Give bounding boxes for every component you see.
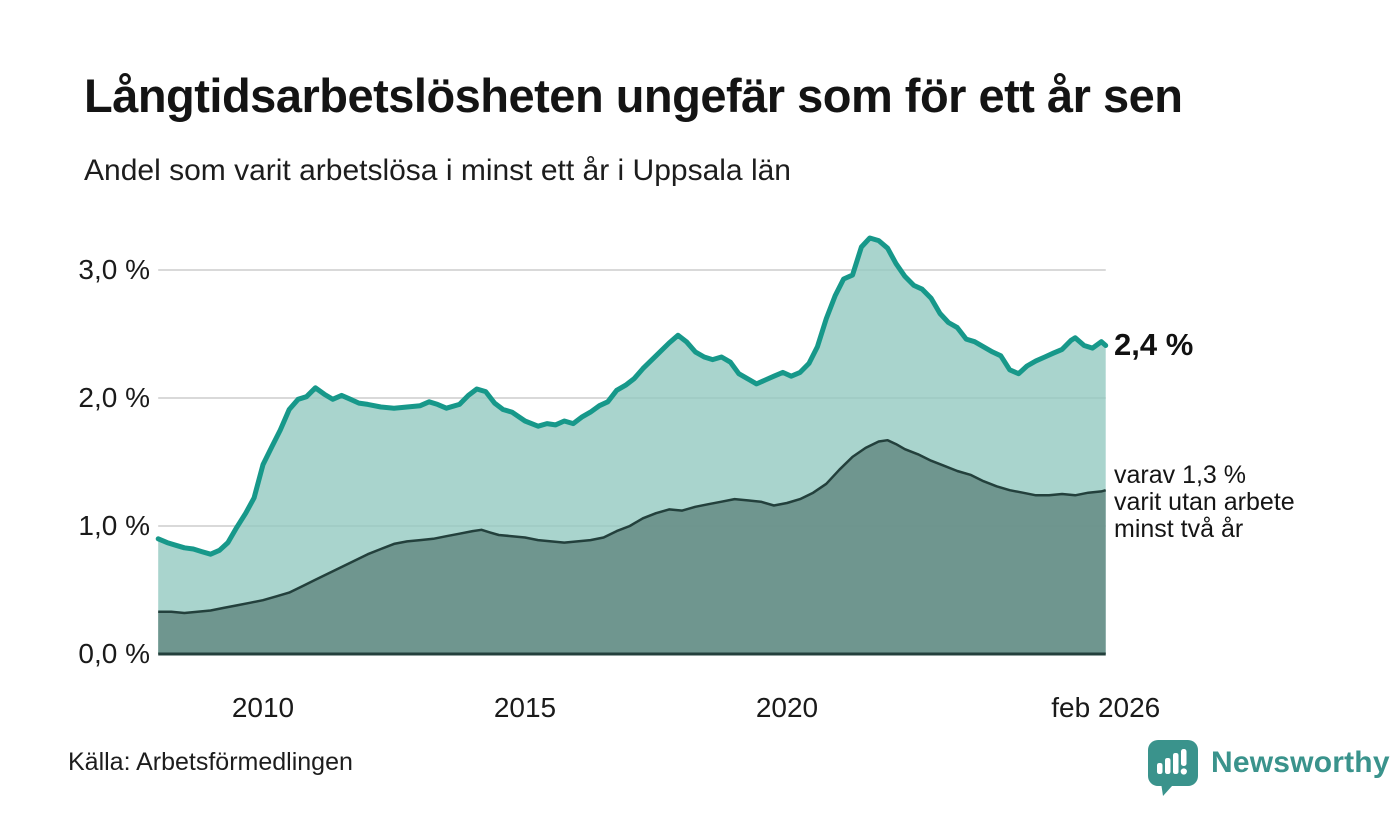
x-tick-label: 2015 — [493, 692, 557, 723]
latest-value-label: 2,4 % — [1114, 326, 1194, 362]
line-total-min-one-year — [155, 235, 1109, 557]
chart-title: Långtidsarbetslösheten ungefär som för e… — [84, 69, 1183, 122]
chart-subtitle: Andel som varit arbetslösa i minst ett å… — [84, 154, 791, 187]
y-tick-label: 0,0 % — [78, 638, 150, 669]
y-tick-label: 3,0 % — [78, 254, 150, 285]
x-tick-label: 2020 — [755, 692, 819, 723]
y-tick-label: 2,0 % — [78, 382, 150, 413]
x-tick-label: 2010 — [231, 692, 295, 723]
area-subset-min-two-years — [158, 440, 1106, 654]
subset-annotation-line: varav 1,3 % — [1114, 461, 1247, 490]
brand-logo: Newsworthy — [1148, 740, 1390, 796]
subset-annotation-line: minst två år — [1114, 515, 1244, 544]
source-note: Källa: Arbetsförmedlingen — [68, 748, 353, 776]
x-tick-label: feb 2026 — [1051, 692, 1161, 723]
subset-annotation: varav 1,3 % varit utan arbete minst två … — [1114, 462, 1295, 543]
brand-wordmark: Newsworthy — [1211, 746, 1390, 779]
line-subset-min-two-years — [158, 438, 1107, 615]
subset-annotation-line: varit utan arbete — [1114, 488, 1295, 517]
y-tick-label: 1,0 % — [78, 510, 150, 541]
newsworthy-icon — [1148, 740, 1198, 796]
